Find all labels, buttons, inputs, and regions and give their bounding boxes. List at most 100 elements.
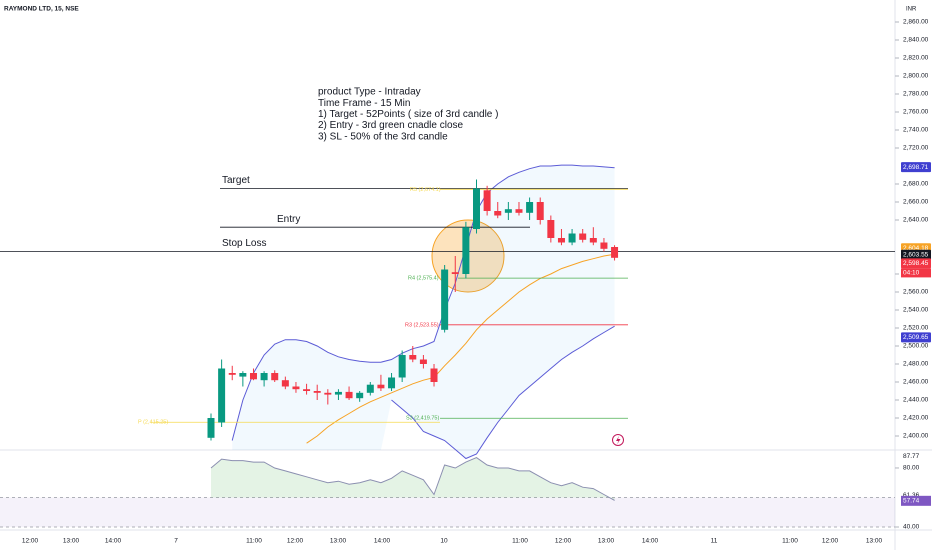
y-tick-label: 2,800.00 — [903, 73, 929, 80]
y-tick-label: 2,540.00 — [903, 307, 929, 314]
y-tick-label: 2,760.00 — [903, 109, 929, 116]
pivot-label: R3 (2,523.55) — [405, 322, 439, 328]
rsi-area — [211, 457, 615, 501]
y-tick-label: 2,660.00 — [903, 199, 929, 206]
candle-body — [281, 380, 289, 387]
pivot-label: R4 (2,575.4) — [408, 276, 439, 282]
annotation-line: 3) SL - 50% of the 3rd candle — [318, 131, 448, 142]
candle-body — [356, 392, 364, 399]
candle-body — [313, 391, 321, 393]
price-label: 2,604.18 — [903, 245, 929, 252]
rsi-label-bg — [901, 490, 931, 501]
y-tick-label: 2,820.00 — [903, 55, 929, 62]
price-label: 2,603.55 — [903, 252, 929, 259]
x-tick-label: 14:00 — [105, 538, 122, 545]
candle-body — [441, 269, 449, 330]
price-label: 2,698.71 — [903, 164, 929, 171]
y-tick-label: 2,500.00 — [903, 343, 929, 350]
rsi-label-bg — [901, 495, 931, 506]
x-tick-label: 11:00 — [782, 538, 798, 545]
candle-body — [600, 242, 608, 249]
price-label-bg — [901, 162, 931, 173]
bollinger-upper — [231, 164, 615, 441]
x-tick-label: 13:00 — [63, 538, 80, 545]
bollinger-lower — [391, 325, 615, 460]
candle-body — [303, 389, 311, 391]
currency: INR — [906, 7, 917, 13]
rsi-line — [210, 457, 615, 501]
y-tick-label: 2,680.00 — [903, 181, 929, 188]
candle-body — [483, 190, 491, 211]
price-label-bg — [901, 332, 931, 343]
y-tick-label: 2,480.00 — [903, 361, 929, 368]
y-tick-label: 2,420.00 — [903, 415, 929, 422]
annotation-line: 2) Entry - 3rd green cnadle close — [318, 120, 464, 131]
candle-body — [611, 247, 619, 258]
y-tick-label: 2,460.00 — [903, 379, 929, 386]
rsi-label: 57.74 — [903, 498, 920, 505]
candle-body — [579, 233, 587, 240]
pivot-label: P (2,415.25) — [138, 420, 168, 426]
candle-body — [557, 238, 565, 243]
candle-body — [249, 373, 257, 380]
bollinger-middle — [306, 253, 615, 444]
candle-body — [419, 359, 427, 364]
candle-body — [430, 368, 438, 382]
price-label-bg — [901, 258, 931, 269]
level-label: Target — [222, 175, 250, 186]
candle-body — [207, 418, 215, 438]
candle-body — [547, 220, 555, 238]
y-tick-label: 2,520.00 — [903, 325, 929, 332]
candle-body — [324, 392, 332, 395]
candle-body — [228, 373, 236, 375]
candle-body — [292, 386, 300, 390]
candle-body — [377, 384, 385, 389]
candle-body — [409, 355, 417, 360]
candle-body — [388, 377, 396, 389]
pivot-label: S3 (2,419.75) — [406, 416, 439, 422]
rsi-label: 61.36 — [903, 492, 920, 499]
y-tick-label: 2,400.00 — [903, 433, 929, 440]
level-label: Stop Loss — [222, 238, 266, 249]
price-label: 2,509.65 — [903, 334, 929, 341]
candle-body — [494, 211, 502, 216]
x-tick-label: 13:00 — [866, 538, 883, 545]
annotation-line: Time Frame - 15 Min — [318, 98, 410, 109]
x-tick-label: 7 — [174, 538, 178, 545]
annotation-line: 1) Target - 52Points ( size of 3rd candl… — [318, 109, 498, 120]
candle-body — [260, 373, 268, 381]
candle-body — [536, 202, 544, 220]
candle-body — [504, 209, 512, 213]
x-tick-label: 10 — [440, 538, 448, 545]
candle-body — [462, 227, 470, 274]
x-tick-label: 12:00 — [555, 538, 572, 545]
x-tick-label: 14:00 — [642, 538, 659, 545]
y-tick-label: 2,740.00 — [903, 127, 929, 134]
x-tick-label: 12:00 — [22, 538, 39, 545]
candle-body — [526, 202, 534, 213]
rsi-label: 87.77 — [903, 453, 920, 460]
y-tick-label: 2,440.00 — [903, 397, 929, 404]
bollinger-fill — [232, 165, 615, 459]
y-tick-label: 2,640.00 — [903, 217, 929, 224]
x-tick-label: 13:00 — [598, 538, 615, 545]
y-tick-label: 2,840.00 — [903, 37, 929, 44]
candle-body — [334, 391, 342, 395]
annotation-line: product Type - Intraday — [318, 87, 421, 98]
x-tick-label: 14:00 — [374, 538, 391, 545]
rsi-band — [0, 497, 895, 527]
rsi-tick-label: 40.00 — [903, 524, 920, 531]
rsi-tick-label: 80.00 — [903, 465, 920, 472]
x-tick-label: 11 — [711, 538, 718, 545]
level-label: Entry — [277, 214, 300, 225]
candle-body — [218, 368, 226, 423]
x-tick-label: 11:00 — [512, 538, 528, 545]
y-tick-label: 2,780.00 — [903, 91, 929, 98]
candle-body — [515, 209, 523, 213]
candle-body — [398, 355, 406, 378]
candle-body — [345, 391, 353, 399]
y-tick-label: 2,720.00 — [903, 145, 929, 152]
price-label-bg — [901, 249, 931, 260]
